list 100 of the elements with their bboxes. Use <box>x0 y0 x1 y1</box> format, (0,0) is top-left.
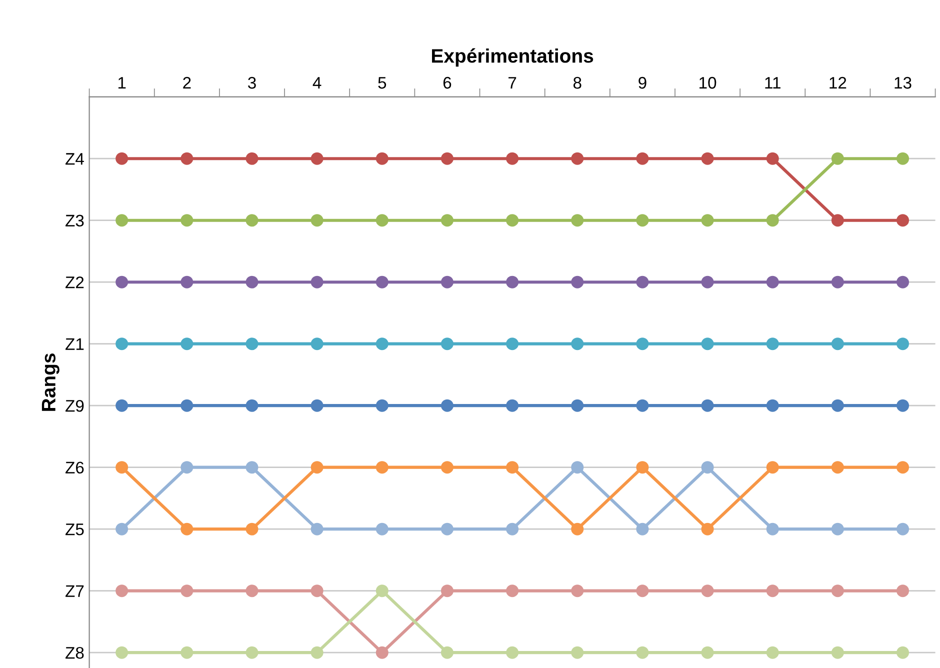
point <box>506 461 519 474</box>
point <box>896 276 910 288</box>
x-tick-label: 3 <box>248 76 256 89</box>
point <box>506 399 519 412</box>
point <box>896 399 910 412</box>
point <box>246 276 258 288</box>
point <box>246 214 258 227</box>
point <box>246 152 258 165</box>
point <box>440 522 454 536</box>
point <box>246 522 258 536</box>
point <box>831 522 844 536</box>
point <box>571 584 584 598</box>
x-tick-label: 9 <box>638 76 646 89</box>
point <box>376 584 388 598</box>
point <box>440 276 454 288</box>
point <box>116 646 128 659</box>
point <box>180 522 194 536</box>
point <box>506 522 519 536</box>
x-tick-label: 11 <box>765 77 780 89</box>
point <box>701 399 714 412</box>
category-label: Z2 <box>66 276 84 288</box>
x-tick-label: 2 <box>183 76 191 89</box>
point <box>766 461 779 474</box>
point <box>116 399 128 412</box>
category-label: Z5 <box>66 524 84 536</box>
point <box>896 461 910 474</box>
x-tick-label: 1 <box>118 77 126 89</box>
point <box>701 152 714 165</box>
point <box>636 584 649 598</box>
point <box>636 522 649 536</box>
x-tick-label: 5 <box>378 77 386 89</box>
point <box>180 276 194 288</box>
point <box>571 399 584 412</box>
point <box>116 214 128 227</box>
point <box>636 276 649 288</box>
point <box>180 584 194 598</box>
point <box>310 152 324 165</box>
point <box>701 338 714 350</box>
point <box>766 646 779 659</box>
point <box>831 214 844 227</box>
point <box>440 399 454 412</box>
point <box>701 646 714 659</box>
point <box>701 584 714 598</box>
point <box>310 338 324 350</box>
x-tick-label: 10 <box>700 76 716 89</box>
point <box>440 646 454 659</box>
point <box>310 276 324 288</box>
category-label: Z8 <box>66 646 84 659</box>
point <box>701 276 714 288</box>
point <box>571 522 584 536</box>
point <box>506 646 519 659</box>
point <box>376 214 388 227</box>
point <box>831 338 844 350</box>
point <box>896 646 910 659</box>
point <box>636 461 649 474</box>
point <box>896 214 910 227</box>
point <box>636 399 649 412</box>
x-tick-label: 8 <box>573 76 582 89</box>
point <box>116 276 128 288</box>
x-tick-label: 7 <box>508 77 516 89</box>
point <box>896 152 910 165</box>
point <box>831 584 844 598</box>
point <box>116 338 128 350</box>
point <box>506 338 519 350</box>
point <box>506 214 519 227</box>
point <box>440 584 454 598</box>
point <box>116 152 128 165</box>
point <box>180 646 194 659</box>
point <box>246 399 258 412</box>
point <box>440 461 454 474</box>
point <box>440 214 454 227</box>
point <box>571 152 584 165</box>
point <box>571 276 584 288</box>
point <box>180 399 194 412</box>
point <box>310 399 324 412</box>
point <box>180 461 194 474</box>
point <box>376 276 388 288</box>
x-tick-label: 4 <box>312 77 322 89</box>
point <box>376 646 388 659</box>
point <box>310 584 324 598</box>
x-tick-label: 6 <box>443 76 452 89</box>
category-label: Z4 <box>66 153 84 165</box>
point <box>180 152 194 165</box>
point <box>896 584 910 598</box>
point <box>896 338 910 350</box>
point <box>766 276 779 288</box>
point <box>506 276 519 288</box>
point <box>376 461 388 474</box>
point <box>246 646 258 659</box>
point <box>246 584 258 598</box>
point <box>701 522 714 536</box>
point <box>310 522 324 536</box>
point <box>116 461 128 474</box>
point <box>246 338 258 350</box>
category-label: Z9 <box>66 400 84 412</box>
point <box>766 152 779 165</box>
point <box>636 646 649 659</box>
point <box>180 338 194 350</box>
point <box>766 214 779 227</box>
point <box>571 461 584 474</box>
